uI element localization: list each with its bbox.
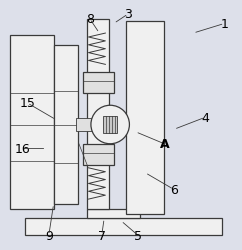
- Text: A: A: [159, 138, 169, 151]
- Circle shape: [91, 106, 129, 144]
- Bar: [76, 118, 103, 132]
- Bar: [83, 144, 114, 166]
- Bar: [87, 20, 109, 209]
- Bar: [83, 72, 114, 94]
- Bar: [54, 46, 78, 204]
- Text: 7: 7: [98, 229, 106, 242]
- Text: 4: 4: [201, 111, 209, 124]
- Bar: [25, 218, 222, 235]
- Text: 9: 9: [45, 229, 53, 242]
- Bar: [103, 116, 117, 134]
- Text: 8: 8: [86, 13, 94, 26]
- Text: 3: 3: [124, 8, 132, 21]
- Bar: [87, 209, 140, 218]
- Bar: [126, 22, 164, 214]
- Text: 6: 6: [170, 183, 178, 196]
- Text: 15: 15: [19, 97, 35, 110]
- Bar: [10, 36, 54, 209]
- Text: 1: 1: [220, 18, 228, 31]
- Text: 16: 16: [15, 142, 30, 156]
- Text: 5: 5: [134, 229, 142, 242]
